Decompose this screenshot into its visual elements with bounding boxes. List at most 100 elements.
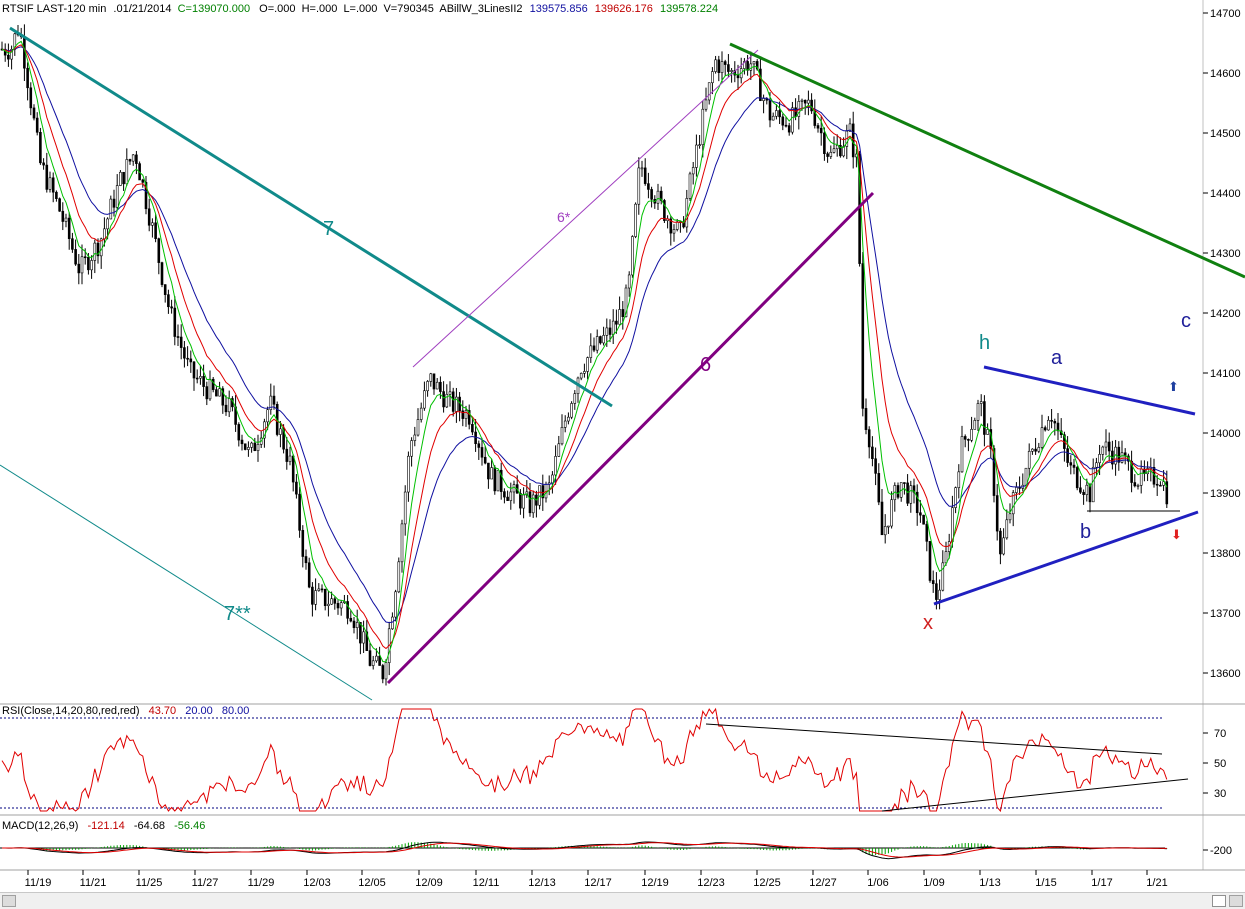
macd-histogram <box>4 842 1168 856</box>
candle-body <box>471 424 474 433</box>
candle-body <box>909 485 913 504</box>
candle-body <box>554 456 557 476</box>
label-c: c <box>1181 310 1191 332</box>
candle-body <box>397 561 401 593</box>
candle-body <box>560 427 564 445</box>
trendline-6s <box>412 49 759 368</box>
candle-body <box>394 591 397 618</box>
candle-body <box>48 177 52 190</box>
candle-body <box>359 622 362 644</box>
candle-body <box>320 588 324 591</box>
candle-body <box>87 256 90 271</box>
candle-body <box>711 71 714 84</box>
scroll-right-button[interactable] <box>1229 895 1243 907</box>
candle-body <box>691 167 695 175</box>
candle-body <box>122 171 125 185</box>
candle-body <box>1104 441 1108 448</box>
candle-body <box>317 588 321 591</box>
candle-body <box>960 436 964 473</box>
candle-body <box>1155 483 1159 486</box>
candle-body <box>1066 448 1069 463</box>
candle-body <box>1107 441 1111 452</box>
candle-body <box>551 474 554 484</box>
candle-body <box>423 390 426 409</box>
candle-body <box>128 159 132 162</box>
candle-body <box>531 494 535 514</box>
candle-body <box>368 650 372 666</box>
trendline-6 <box>386 191 875 685</box>
candle-body <box>967 439 970 441</box>
candle-body <box>624 287 628 317</box>
x-tick-label: 12/23 <box>697 877 725 889</box>
candle-body <box>1043 427 1047 431</box>
candle-body <box>995 495 999 532</box>
candle-body <box>154 222 157 239</box>
candle-body <box>864 408 868 430</box>
candle-body <box>247 447 250 450</box>
candle-body <box>771 115 775 121</box>
candle-body <box>656 190 660 204</box>
candle-body <box>743 61 746 69</box>
candle-body <box>487 462 490 480</box>
candle-body <box>1072 464 1076 468</box>
x-tick-label: 12/13 <box>528 877 556 889</box>
scroll-thumb[interactable] <box>1212 895 1226 907</box>
label-a: a <box>1051 347 1063 369</box>
candle-body <box>592 345 596 351</box>
label-h: h <box>979 332 990 354</box>
candle-body <box>842 146 845 157</box>
candle-body <box>1136 485 1140 487</box>
candle-body <box>407 455 410 493</box>
candle-body <box>330 598 333 605</box>
candle-body <box>1101 446 1105 455</box>
candle-body <box>1050 419 1053 422</box>
candle-body <box>58 198 61 212</box>
macd-label: MACD(12,26,9) -121.14 -64.68 -56.46 <box>2 820 205 832</box>
candle-body <box>618 309 621 325</box>
candle-body <box>336 603 340 609</box>
candle-body <box>211 378 215 390</box>
candle-body <box>160 262 164 285</box>
candle-body <box>285 448 289 462</box>
candle-body <box>179 336 183 348</box>
rsi-label: RSI(Close,14,20,80,red,red) 43.70 20.00 … <box>2 705 249 717</box>
candle-body <box>451 391 455 412</box>
candle-body <box>410 440 413 457</box>
up-arrow-icon: ⬆ <box>1168 380 1179 395</box>
candle-body <box>349 617 353 622</box>
candle-body <box>195 377 199 380</box>
rsi-axis: 70 50 30 <box>1203 728 1226 800</box>
candle-body <box>707 82 711 101</box>
ma-green-line <box>1 40 1168 663</box>
candle-body <box>327 603 330 607</box>
candle-body <box>762 98 765 102</box>
candle-body <box>887 525 890 528</box>
candle-body <box>999 530 1002 555</box>
candle-body <box>509 491 513 501</box>
candle-body <box>295 481 298 495</box>
rsi-tick-label: 30 <box>1214 788 1226 800</box>
scroll-left-button[interactable] <box>2 895 16 907</box>
candle-body <box>384 662 388 680</box>
x-tick-label: 1/06 <box>867 877 888 889</box>
candle-body <box>429 373 433 382</box>
candle-body <box>109 198 113 220</box>
candle-body <box>186 357 189 360</box>
candle-body <box>1159 484 1162 487</box>
candle-body <box>96 242 100 257</box>
candle-body <box>781 116 785 126</box>
candle-body <box>503 491 506 498</box>
candle-body <box>650 189 653 200</box>
candle-body <box>279 428 282 435</box>
candle-body <box>119 171 122 186</box>
macd-signal-line <box>2 842 1167 858</box>
candle-body <box>1130 460 1133 483</box>
horizontal-scrollbar[interactable] <box>0 892 1245 909</box>
candle-body <box>147 208 151 226</box>
candle-body <box>698 144 701 146</box>
candle-body <box>563 420 567 428</box>
candle-body <box>669 218 673 234</box>
candle-body <box>800 99 804 102</box>
candle-body <box>848 123 852 132</box>
candle-body <box>826 153 829 157</box>
